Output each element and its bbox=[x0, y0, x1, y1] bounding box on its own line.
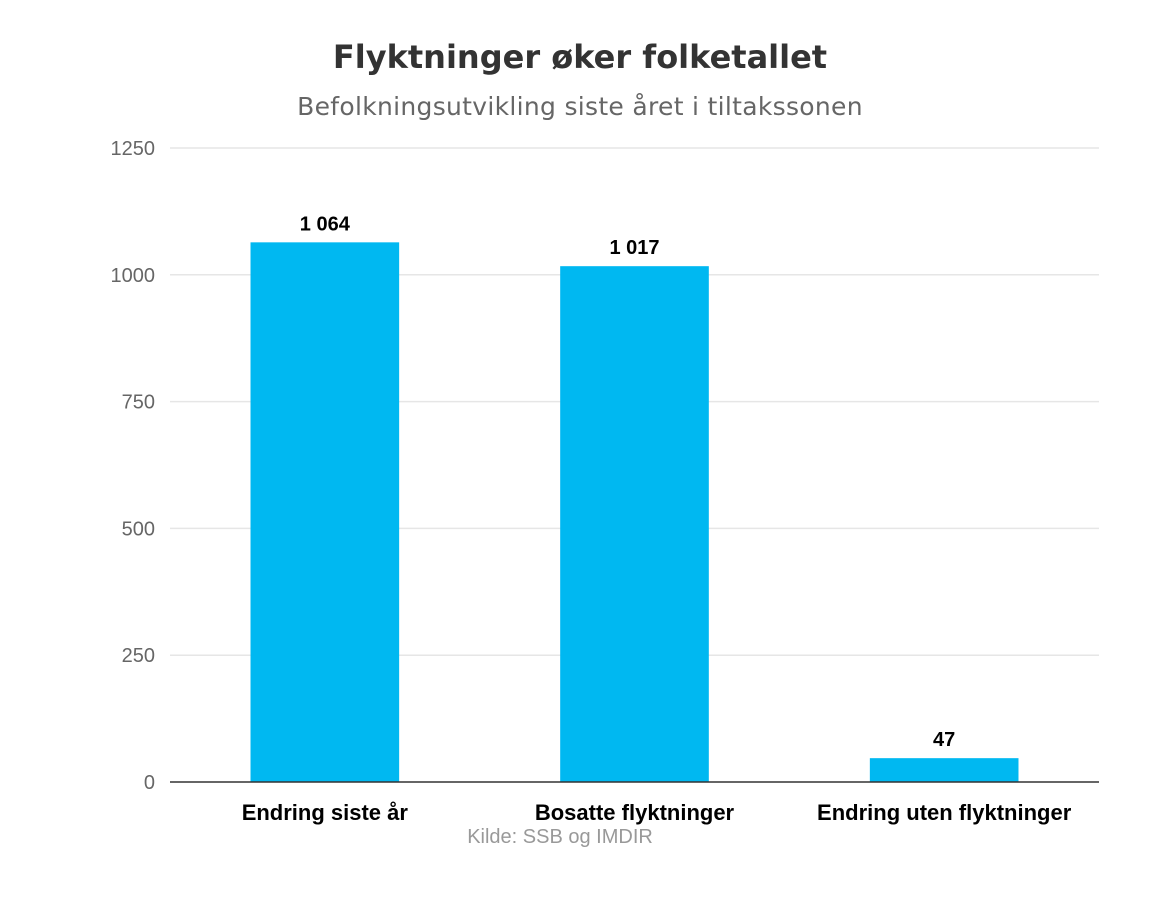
y-tick-label: 250 bbox=[122, 645, 155, 667]
y-tick-label: 0 bbox=[144, 772, 155, 794]
chart-subtitle: Befolkningsutvikling siste året i tiltak… bbox=[297, 92, 863, 121]
y-tick-label: 750 bbox=[122, 392, 155, 414]
bars bbox=[250, 242, 1019, 782]
x-category-label: Endring uten flyktninger bbox=[817, 800, 1072, 825]
chart-title: Flyktninger øker folketallet bbox=[332, 38, 828, 76]
bar bbox=[869, 758, 1019, 782]
chart-credits: Kilde: SSB og IMDIR bbox=[467, 826, 653, 848]
x-category-label: Endring siste år bbox=[242, 800, 409, 825]
y-tick-label: 1250 bbox=[111, 138, 156, 160]
bar bbox=[250, 242, 400, 782]
x-category-label: Bosatte flyktninger bbox=[535, 800, 735, 825]
y-tick-label: 1000 bbox=[111, 265, 156, 287]
x-axis-category-labels: Endring siste år Bosatte flyktninger Endri… bbox=[242, 800, 1072, 825]
data-label: 47 bbox=[933, 729, 955, 751]
data-label: 1 017 bbox=[609, 237, 659, 259]
data-label: 1 064 bbox=[300, 213, 351, 235]
data-labels: 1 064 1 017 47 bbox=[300, 213, 955, 751]
bar bbox=[560, 266, 709, 782]
y-axis-tick-labels: 0 250 500 750 1000 1250 bbox=[111, 138, 156, 794]
y-tick-label: 500 bbox=[122, 518, 155, 540]
